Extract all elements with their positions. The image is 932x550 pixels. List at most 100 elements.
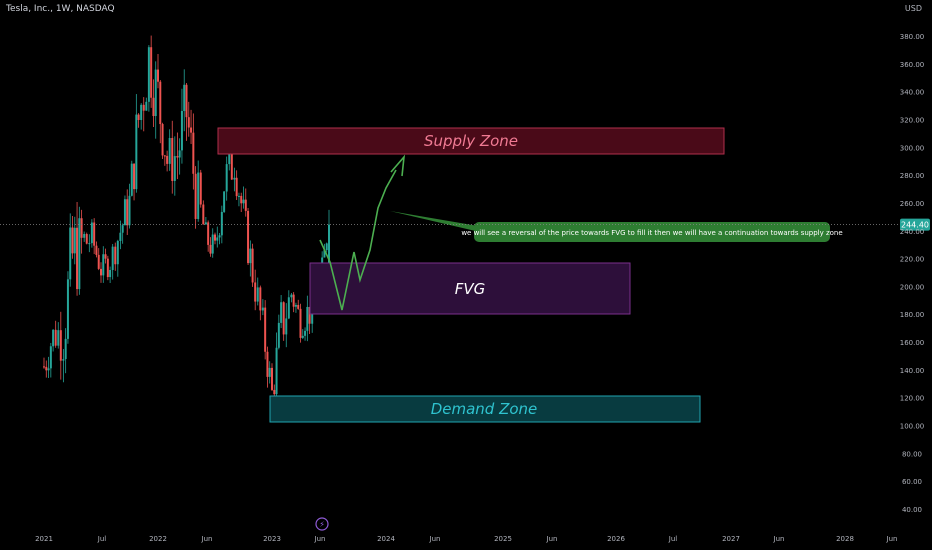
candle-body (173, 156, 176, 181)
candle-body (271, 367, 273, 390)
demand-zone[interactable] (269, 395, 701, 423)
candle-body (150, 47, 153, 98)
candle-body (88, 243, 91, 245)
y-tick-label: 100.00 (900, 423, 925, 431)
candle-body (304, 330, 307, 336)
candle-body (62, 359, 65, 361)
candle-body (130, 163, 133, 196)
candle-body (145, 101, 148, 111)
y-tick-label: 120.00 (900, 395, 925, 403)
candle-body (45, 366, 48, 371)
candle-body (73, 227, 76, 254)
flash-icon: ⚡ (319, 520, 325, 529)
candle-body (128, 195, 131, 226)
x-tick-label: 2028 (836, 535, 854, 543)
candle-body (126, 199, 129, 226)
candle-body (159, 81, 162, 125)
current-price-tag (900, 218, 930, 231)
candle-body (54, 329, 57, 346)
x-tick-label: Jun (314, 535, 326, 543)
x-tick-label: 2025 (494, 535, 512, 543)
candle-body (190, 127, 193, 133)
candle-body (106, 258, 109, 278)
candle-body (282, 302, 285, 335)
callout-text: we will see a reversal of the price towa… (461, 229, 842, 237)
y-tick-label: 280.00 (900, 172, 925, 180)
time-axis[interactable]: 2021 Jul 2022 Jun 2023 Jun 2024 Jun 2025 Jun 2026 J… (35, 535, 897, 543)
y-tick-label: 60.00 (902, 478, 922, 486)
candle-body (43, 366, 45, 368)
candle-body (254, 282, 257, 302)
candle-body (251, 248, 254, 283)
candle-body (297, 304, 300, 309)
current-price-value: 244.40 (901, 221, 929, 230)
projected-price-path (319, 169, 397, 311)
candle-body (80, 218, 83, 238)
supply-zone[interactable] (217, 127, 725, 155)
candle-body (187, 117, 190, 128)
candle-body (154, 69, 157, 117)
x-tick-label: 2022 (149, 535, 167, 543)
candle-body (202, 204, 205, 225)
candle-body (275, 347, 278, 395)
candle-body (64, 338, 67, 360)
x-tick-label: 2027 (722, 535, 740, 543)
candle-body (183, 84, 186, 111)
candle-body (76, 227, 79, 290)
candle-body (57, 330, 60, 346)
candle-body (230, 151, 233, 180)
candle-body (264, 307, 267, 352)
candle-body (69, 227, 72, 280)
symbol-label: Tesla, Inc., 1W, NASDAQ (6, 4, 115, 14)
candle-body (100, 268, 102, 276)
candle-body (292, 294, 295, 307)
candle-body (176, 156, 179, 158)
candle-body (157, 69, 159, 82)
candle-body (166, 155, 169, 164)
candle-body (85, 234, 88, 244)
candle-body (78, 218, 81, 290)
event-marker-icon[interactable] (315, 517, 329, 531)
candle-body (121, 225, 124, 233)
x-tick-label: Jun (773, 535, 785, 543)
candle-body (102, 254, 105, 276)
candle-body (168, 138, 171, 164)
callout-pointer (390, 211, 484, 233)
y-tick-label: 40.00 (902, 506, 922, 514)
candle-body (83, 234, 86, 238)
candle-body (192, 132, 195, 174)
price-axis[interactable]: 380.00 360.00 340.00 320.00 300.00 280.00 260.… (900, 33, 925, 514)
x-tick-label: Jul (668, 535, 678, 543)
candle-body (209, 244, 212, 254)
candle-body (242, 199, 245, 204)
candle-body (249, 248, 252, 264)
x-tick-label: 2021 (35, 535, 53, 543)
candle-body (240, 195, 243, 204)
candle-body (66, 279, 69, 339)
projection-arrow-head (390, 154, 406, 177)
candle-body (161, 124, 164, 156)
candle-body (308, 306, 311, 324)
candle-body (218, 235, 221, 238)
callout-box[interactable] (474, 222, 830, 242)
x-tick-label: Jun (201, 535, 213, 543)
candle-body (111, 246, 114, 270)
candle-body (325, 243, 328, 251)
candlestick-series (43, 35, 330, 408)
candle-body (207, 222, 210, 245)
candle-body (199, 172, 202, 205)
candle-body (259, 287, 262, 311)
candle-body (220, 211, 223, 236)
candle-body (104, 254, 107, 259)
candle-body (178, 150, 181, 158)
y-tick-label: 160.00 (900, 339, 925, 347)
candle-body (225, 164, 228, 192)
x-tick-label: Jul (97, 535, 107, 543)
y-tick-label: 360.00 (900, 61, 925, 69)
candle-body (171, 138, 174, 181)
candle-body (123, 199, 126, 226)
candle-body (52, 329, 55, 347)
candle-body (216, 237, 219, 241)
candle-body (228, 151, 231, 165)
